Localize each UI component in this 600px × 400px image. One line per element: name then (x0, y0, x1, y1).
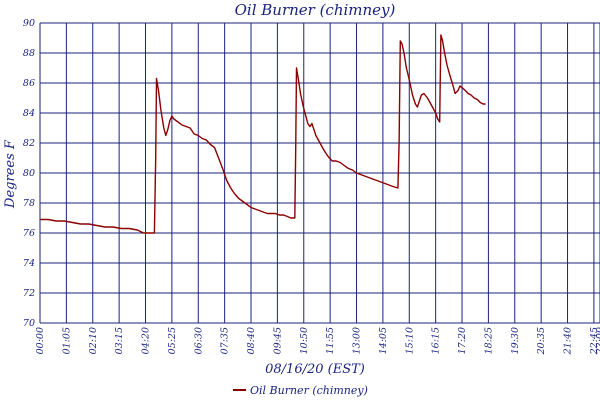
x-axis-label: 08/16/20 (EST) (265, 362, 365, 377)
x-tick-label: 10:50 (299, 327, 310, 354)
x-tick-label: 23:00 (595, 327, 600, 355)
chart-title: Oil Burner (chimney) (235, 1, 396, 19)
x-tick-label: 22:45 (589, 327, 600, 355)
x-axis-ticks: 00:00 01:05 02:10 03:15 04:20 05:25 06:30 07:35… (35, 327, 600, 355)
x-tick-label: 09:45 (272, 327, 283, 354)
y-tick-label: 84 (23, 108, 35, 119)
x-tick-label: 17:20 (457, 327, 468, 354)
series-line (40, 34, 486, 234)
y-tick-label: 86 (23, 78, 35, 89)
y-tick-label: 74 (23, 258, 35, 269)
y-tick-label: 70 (23, 318, 35, 329)
x-tick-label: 06:30 (193, 327, 204, 354)
x-tick-label: 20:35 (536, 327, 547, 355)
x-tick-label: 18:25 (483, 327, 494, 354)
y-axis-ticks: 70 72 74 76 78 80 82 84 86 88 90 (23, 18, 35, 329)
x-tick-label: 11:55 (325, 327, 336, 354)
grid (39, 22, 600, 324)
x-tick-label: 02:10 (88, 327, 99, 354)
series-layer (40, 34, 486, 234)
y-tick-label: 72 (23, 288, 35, 299)
x-tick-label: 19:30 (510, 327, 521, 354)
x-tick-label: 07:35 (220, 327, 231, 354)
y-axis-label: Degrees F (3, 139, 18, 209)
y-tick-label: 82 (23, 138, 35, 149)
x-tick-label: 03:15 (114, 327, 125, 354)
x-tick-label: 13:00 (352, 327, 363, 354)
x-tick-label: 05:25 (167, 327, 178, 354)
y-tick-label: 78 (23, 198, 35, 209)
x-tick-label: 21:40 (563, 327, 574, 355)
x-tick-label: 01:05 (61, 327, 72, 354)
y-tick-label: 76 (23, 228, 35, 239)
x-tick-label: 04:20 (141, 327, 152, 354)
x-tick-label: 08:40 (246, 327, 257, 354)
y-tick-label: 88 (23, 48, 35, 59)
x-tick-label: 14:05 (378, 327, 389, 354)
y-tick-label: 80 (23, 168, 35, 179)
x-tick-label: 00:00 (35, 327, 46, 354)
y-tick-label: 90 (23, 18, 35, 29)
x-tick-label: 16:15 (431, 327, 442, 354)
legend: Oil Burner (chimney) (233, 384, 368, 397)
x-tick-label: 15:10 (404, 327, 415, 354)
legend-label: Oil Burner (chimney) (250, 384, 368, 397)
